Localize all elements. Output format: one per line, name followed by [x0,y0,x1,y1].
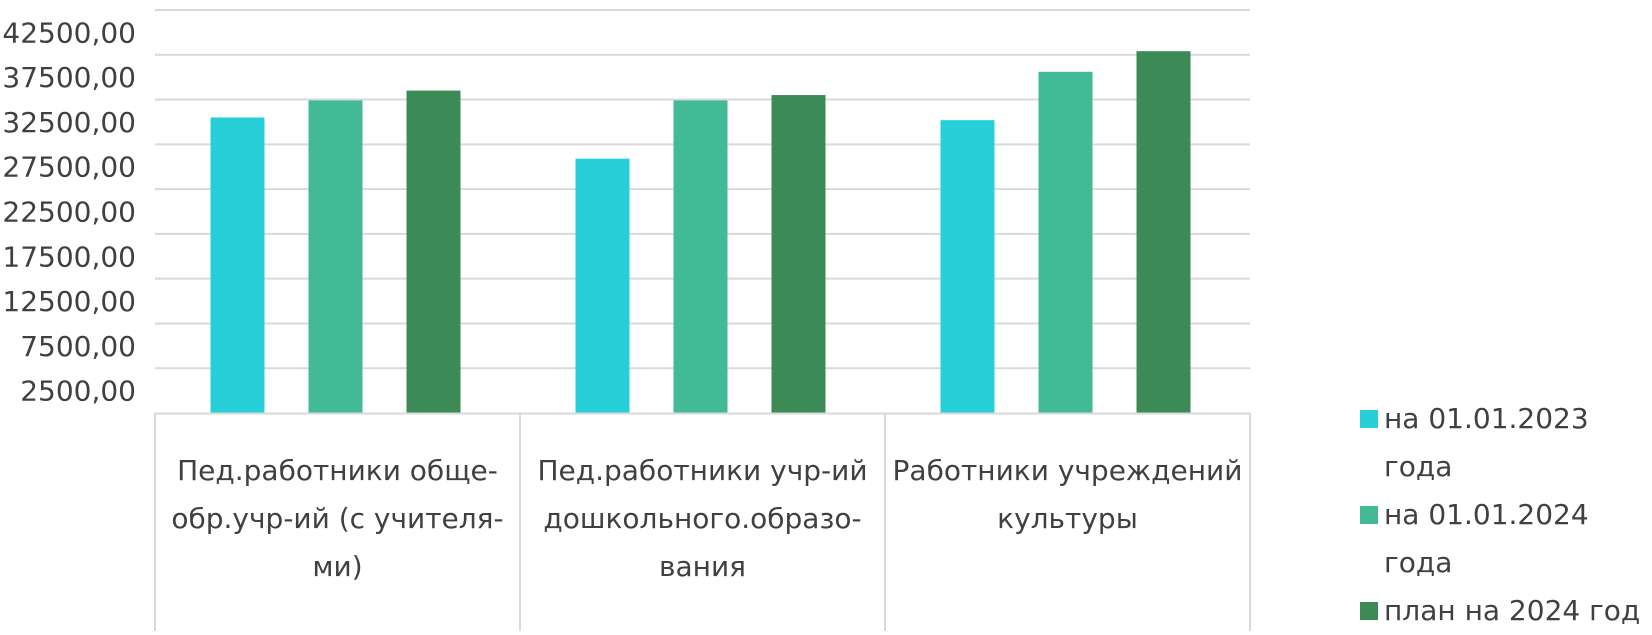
bar [771,95,826,414]
y-tick-label: 42500,00 [2,16,136,49]
category-table-lines [154,412,1251,631]
legend-item-2024: на 01.01.2024 года [1358,491,1652,587]
y-tick-label: 7500,00 [20,330,136,363]
y-tick-label: 22500,00 [2,196,136,229]
category-label-1: Пед.работники обще-обр.учр-ий (с учителя… [171,454,504,583]
bar [406,90,461,413]
y-tick-label: 17500,00 [2,240,136,273]
legend: на 01.01.2023 года на 01.01.2024 года пл… [1358,395,1652,635]
bar [673,100,728,413]
y-axis-tick-labels: 2500,00 7500,00 12500,00 17500,00 22500,00 27… [2,16,136,407]
legend-label-plan-2024: план на 2024 год [1384,594,1641,627]
bar [575,158,630,413]
bar [210,117,265,413]
bar [940,120,995,414]
legend-label-2024: на 01.01.2024 года [1384,498,1589,579]
legend-item-2023: на 01.01.2023 года [1358,395,1652,491]
legend-swatch-2023 [1360,410,1378,428]
legend-label-2023: на 01.01.2023 года [1384,402,1589,483]
y-tick-label: 2500,00 [20,375,136,408]
category-label-2: Пед.работники учр-ий дошкольного.образо-… [537,454,868,583]
legend-swatch-plan-2024 [1360,602,1378,620]
legend-item-plan-2024: план на 2024 год [1358,587,1652,635]
bars [210,51,1191,414]
y-tick-label: 32500,00 [2,106,136,139]
category-label-3: Работники учреждений культуры [892,454,1243,535]
bar [1038,71,1093,413]
y-tick-label: 27500,00 [2,151,136,184]
bar [308,100,363,413]
bar [1136,51,1191,413]
y-tick-label: 37500,00 [2,61,136,94]
y-tick-label: 12500,00 [2,285,136,318]
legend-swatch-2024 [1360,506,1378,524]
